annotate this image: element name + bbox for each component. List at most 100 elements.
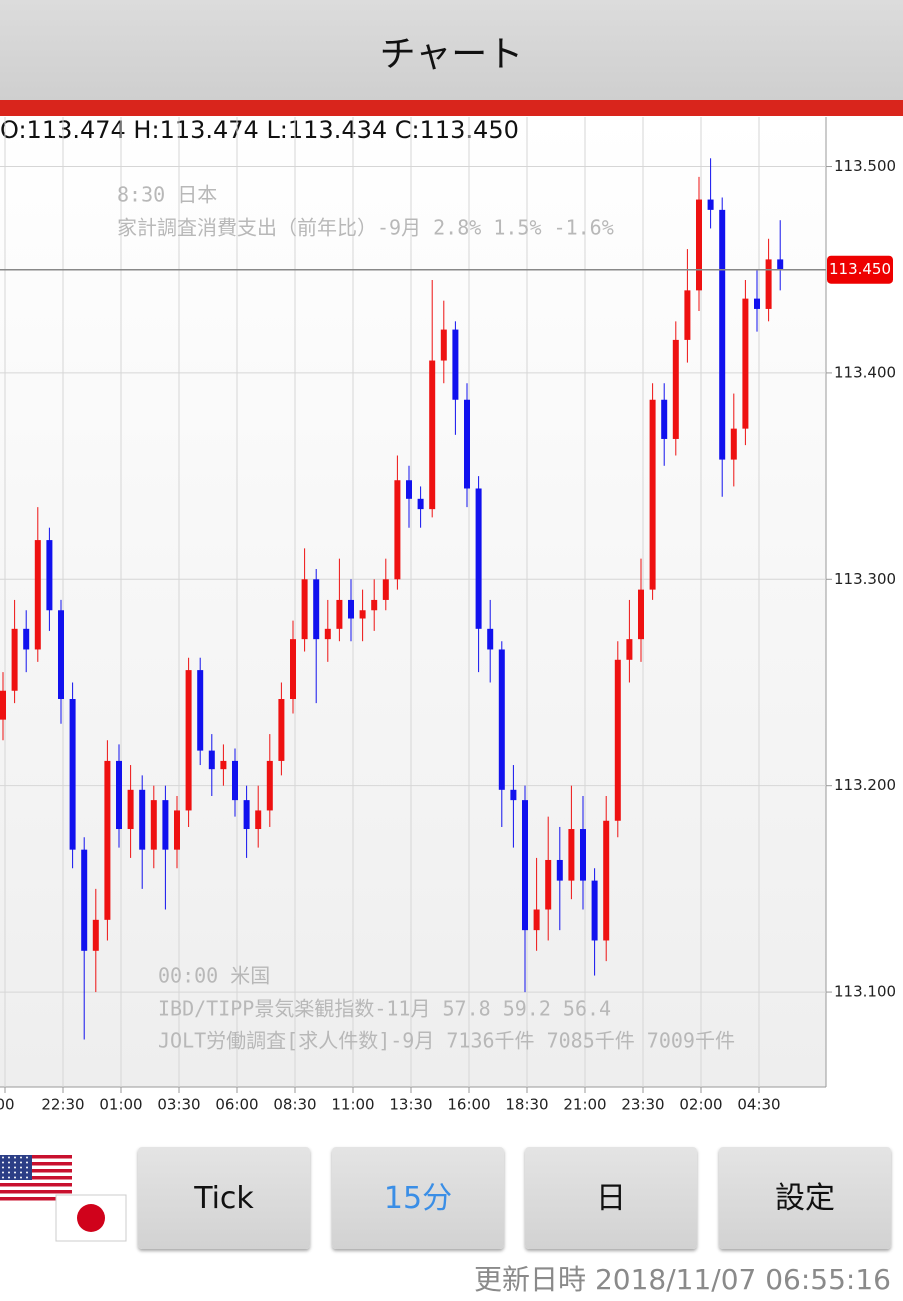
candle-body (243, 800, 250, 830)
candle-body (649, 399, 656, 590)
candle-body (348, 599, 354, 619)
candle-body (208, 750, 215, 770)
candle-body (301, 579, 308, 640)
candle-body (417, 498, 424, 510)
candle-body (568, 829, 575, 881)
candle-body (255, 810, 262, 830)
y-tick-label: 113.300 (834, 570, 896, 588)
current-price-badge (827, 255, 893, 284)
candle-body (150, 800, 157, 850)
candle-body (139, 789, 146, 850)
candle-body (162, 800, 169, 850)
annotation: JOLT労働調査[求人件数]-9月 7136千件 7085千件 7009千件 (158, 1029, 735, 1053)
candle-body (510, 789, 517, 801)
x-tick-label: 23:30 (621, 1096, 664, 1114)
candle-body (498, 649, 505, 790)
day-button[interactable]: 日 (525, 1147, 697, 1249)
us-flag (0, 1155, 72, 1201)
candle-body (672, 339, 679, 439)
annotations: 8:30 日本 家計調査消費支出（前年比）-9月 2.8% 1.5% -1.6%… (117, 183, 735, 1053)
candle-body (580, 829, 586, 881)
candle-body (336, 599, 343, 629)
candle-body (116, 760, 122, 830)
x-tick-label: 04:30 (737, 1096, 780, 1114)
candle-body (661, 399, 668, 439)
candle-body (487, 628, 494, 650)
candle-body (406, 480, 412, 499)
candle-body (603, 820, 610, 941)
candle-body (777, 259, 784, 270)
candle-body (185, 670, 192, 811)
settings-button[interactable]: 設定 (719, 1147, 891, 1249)
candle-body (614, 659, 621, 821)
x-tick-label: 06:00 (215, 1096, 258, 1114)
x-tick-label: 02:00 (679, 1096, 722, 1114)
accent-bar (0, 100, 903, 116)
candle-body (313, 579, 320, 640)
candle-body (324, 628, 331, 640)
candle-body (127, 789, 134, 830)
x-tick-label: 11:00 (331, 1096, 374, 1114)
candle-body (707, 199, 714, 210)
candle-body (730, 428, 737, 460)
x-tick-label: 01:00 (99, 1096, 142, 1114)
y-tick-label: 113.100 (834, 983, 896, 1001)
annotation: IBD/TIPP景気楽観指数-11月 57.8 59.2 56.4 (158, 997, 611, 1021)
candle-body (23, 628, 30, 650)
flags (0, 1155, 127, 1242)
candle-body (719, 209, 726, 460)
candle-body (684, 290, 691, 340)
candle-body (533, 909, 540, 931)
ohlc-info: O:113.474 H:113.474 L:113.434 C:113.450 (0, 116, 519, 144)
x-tick-label: 08:30 (273, 1096, 316, 1114)
candle-body (638, 589, 644, 640)
candle-body (591, 880, 598, 941)
candle-body (266, 760, 273, 811)
candle-body (104, 760, 111, 920)
candle-body (556, 859, 563, 881)
candle-body (359, 610, 366, 619)
candle-body (522, 800, 528, 931)
x-tick-label: 16:00 (447, 1096, 490, 1114)
annotation: 8:30 日本 (117, 183, 217, 207)
y-tick-label: 113.500 (834, 157, 896, 175)
candle-body (197, 670, 204, 751)
chart: O:113.474 H:113.474 L:113.434 C:113.450 … (0, 116, 896, 1114)
header-bar (0, 0, 903, 100)
candle-body (371, 599, 378, 611)
candle-body (290, 639, 296, 699)
candle-body (58, 610, 64, 699)
candle-body (742, 298, 749, 429)
x-tick-label: 21:00 (563, 1096, 606, 1114)
candle-body (232, 760, 238, 801)
x-tick-label: 03:30 (157, 1096, 200, 1114)
annotation: 00:00 米国 (158, 964, 270, 988)
candle-body (0, 690, 6, 720)
x-tick-label: 13:30 (389, 1096, 432, 1114)
candle-body (429, 360, 436, 510)
current-price-label: 113.450 (829, 260, 891, 278)
candle-body (34, 540, 41, 650)
candle-body (440, 329, 447, 361)
x-tick-label: 18:30 (505, 1096, 548, 1114)
candle-body (81, 849, 88, 951)
15min-button[interactable]: 15分 (332, 1147, 504, 1249)
candle-body (452, 329, 459, 400)
candle-body (69, 699, 76, 850)
x-tick-label: 00 (0, 1096, 15, 1114)
candle-body (626, 639, 633, 660)
candle-body (11, 628, 18, 691)
candle-body (545, 859, 552, 910)
candle-body (464, 399, 470, 489)
candle-body (475, 488, 482, 629)
candle-body (765, 259, 772, 309)
annotation: 家計調査消費支出（前年比）-9月 2.8% 1.5% -1.6% (117, 216, 614, 240)
candle-body (394, 480, 401, 580)
candle-body (278, 699, 285, 761)
candle-body (46, 540, 53, 611)
tick-button[interactable]: Tick (138, 1147, 310, 1249)
y-tick-label: 113.200 (834, 776, 896, 794)
candle-body (92, 919, 99, 951)
candle-body (754, 298, 760, 309)
